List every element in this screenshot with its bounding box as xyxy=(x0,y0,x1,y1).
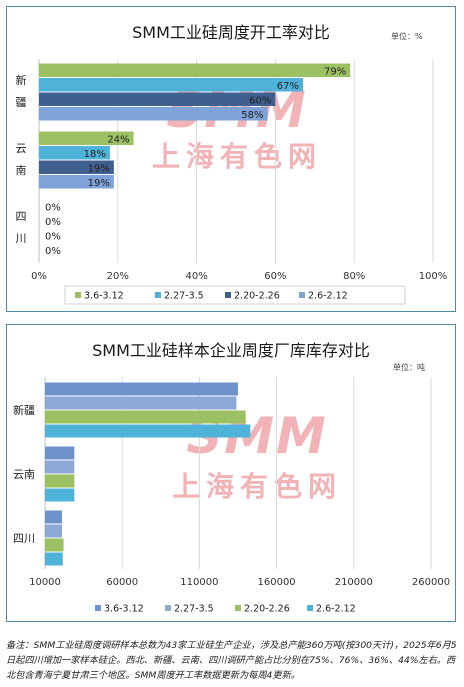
data-label: 24% xyxy=(107,134,129,145)
legend-swatch xyxy=(155,292,161,298)
bar xyxy=(45,410,246,424)
legend-swatch xyxy=(95,605,101,611)
data-label: 79% xyxy=(324,66,346,77)
category-label: 四川 xyxy=(13,532,35,545)
category-label: 川 xyxy=(16,232,27,245)
legend-label: 3.6-3.12 xyxy=(84,291,124,302)
chart-title: SMM工业硅样本企业周度厂库库存对比 xyxy=(92,341,370,360)
data-label: 67% xyxy=(277,81,299,92)
data-label: 19% xyxy=(88,178,110,189)
legend-box xyxy=(64,285,406,305)
bar xyxy=(39,92,276,106)
bar xyxy=(45,538,64,552)
legend-label: 2.27-3.5 xyxy=(174,604,214,615)
x-tick-label: 110000 xyxy=(180,577,218,588)
bar xyxy=(39,146,110,160)
bar xyxy=(45,446,75,460)
legend-swatch xyxy=(165,605,171,611)
category-label: 新疆 xyxy=(13,403,35,417)
bar xyxy=(39,175,114,189)
legend-label: 2.27-3.5 xyxy=(164,291,204,302)
bar xyxy=(39,107,268,121)
category-label: 疆 xyxy=(16,96,27,109)
x-tick-label: 60% xyxy=(264,271,286,282)
bar xyxy=(39,63,351,77)
x-tick-label: 0% xyxy=(31,271,47,282)
legend-label: 2.6-2.12 xyxy=(308,291,348,302)
x-tick-label: 210000 xyxy=(335,577,373,588)
x-tick-label: 60000 xyxy=(106,577,138,588)
bar xyxy=(45,474,75,488)
data-label: 0% xyxy=(45,202,61,213)
x-tick-label: 10000 xyxy=(29,577,61,588)
bar xyxy=(45,488,75,502)
category-label: 南 xyxy=(16,164,27,177)
category-label: 四 xyxy=(16,210,27,223)
legend-label: 3.6-3.12 xyxy=(104,604,144,615)
x-tick-label: 100% xyxy=(419,271,448,282)
bar xyxy=(45,460,75,474)
bar xyxy=(45,396,237,410)
bar xyxy=(45,552,63,566)
x-tick-label: 80% xyxy=(343,271,365,282)
inventory-chart-panel: SMM工业硅样本企业周度厂库库存对比 单位：吨 SMM 上海有色网 10000 6… xyxy=(6,324,456,622)
bar xyxy=(45,382,238,396)
legend-swatch xyxy=(307,605,313,611)
bar xyxy=(45,524,62,538)
data-label: 0% xyxy=(45,246,61,257)
bar xyxy=(39,160,114,174)
legend-swatch xyxy=(225,292,231,298)
inventory-bar-chart: 10000 60000 110000 160000 210000 260000 新疆云南四川… xyxy=(13,377,450,615)
bar xyxy=(45,424,251,438)
x-tick-label: 160000 xyxy=(258,577,296,588)
category-label: 云 xyxy=(16,142,27,155)
bar xyxy=(39,131,134,145)
bar xyxy=(45,510,62,524)
x-tick-label: 40% xyxy=(185,271,207,282)
data-label: 18% xyxy=(84,149,106,160)
chart-title: SMM工业硅周度开工率对比 xyxy=(132,23,330,42)
footnote: 备注：SMM工业硅周度调研样本总数为43家工业硅生产企业，涉及总产能360万吨(… xyxy=(6,640,457,681)
data-label: 58% xyxy=(241,110,263,121)
legend-swatch xyxy=(299,292,305,298)
data-label: 19% xyxy=(88,163,110,174)
category-label: 云南 xyxy=(13,468,35,481)
unit-label: 单位：吨 xyxy=(393,363,425,372)
legend-label: 2.20-2.26 xyxy=(234,291,280,302)
legend-swatch xyxy=(75,292,81,298)
x-tick-label: 20% xyxy=(107,271,129,282)
data-label: 0% xyxy=(45,217,61,228)
legend-swatch xyxy=(235,605,241,611)
utilization-bar-chart: 0% 20% 40% 60% 80% 100% 79% 67% 60% 58% 新疆 24%18% 19… xyxy=(16,59,448,305)
legend-label: 2.20-2.26 xyxy=(244,604,290,615)
x-tick-label: 260000 xyxy=(412,577,450,588)
utilization-chart-panel: SMM工业硅周度开工率对比 单位：% SMM 上海有色网 0%20%40%60%… xyxy=(6,6,456,312)
category-label: 新 xyxy=(16,73,27,87)
legend-label: 2.6-2.12 xyxy=(316,604,356,615)
unit-label: 单位：% xyxy=(391,32,423,41)
data-label: 0% xyxy=(45,231,61,242)
data-label: 60% xyxy=(249,95,271,106)
bar xyxy=(39,78,303,92)
